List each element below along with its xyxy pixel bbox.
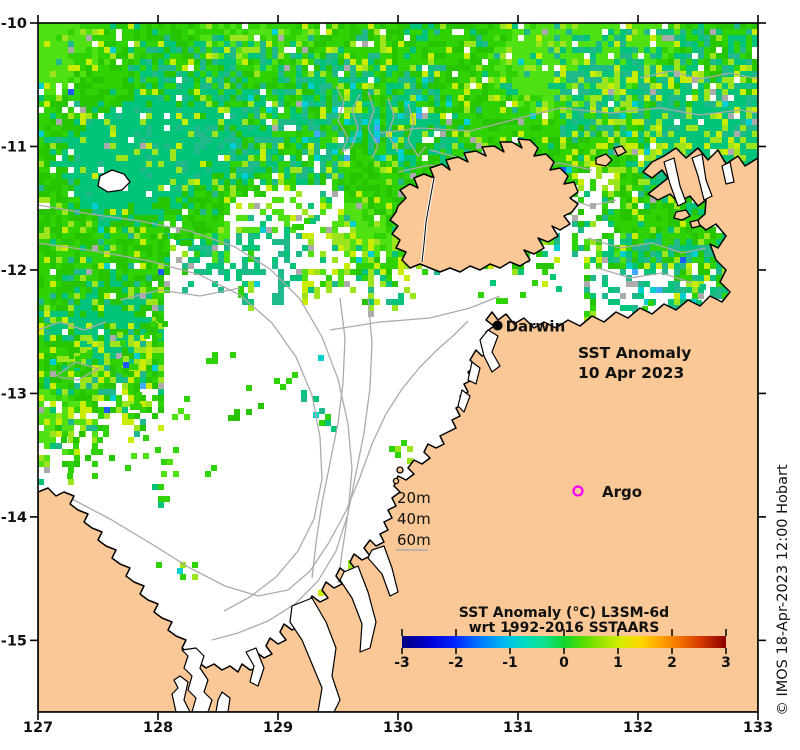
colorbar-tick-label: 1 <box>613 655 623 671</box>
argo-marker <box>572 485 584 497</box>
x-tick-label: 133 <box>743 720 773 736</box>
colorbar-tick-label: -1 <box>502 655 518 671</box>
tiwi-islands <box>389 138 579 273</box>
x-tick-label: 127 <box>23 720 53 736</box>
colorbar-ticks: -3 -2 -1 0 1 2 3 <box>394 629 731 671</box>
colorbar-tick-label: -3 <box>394 655 410 671</box>
y-tick-label: -15 <box>1 633 27 649</box>
colorbar-gradient <box>402 636 726 648</box>
y-tick-label: -13 <box>1 386 27 402</box>
copyright-credit: © IMOS 18-Apr-2023 12:00 Hobart <box>775 464 791 716</box>
y-axis: -10 -11 -12 -13 -14 -15 <box>1 16 766 649</box>
colorbar-tick-label: -2 <box>448 655 464 671</box>
depth-label-20m: 20m <box>397 489 431 507</box>
colorbar-title-line1: SST Anomaly (°C) L3SM-6d <box>459 605 669 621</box>
x-axis: 127 128 129 130 131 132 133 <box>23 15 773 736</box>
depth-label-60m: 60m <box>397 531 431 549</box>
colorbar-tick-label: 2 <box>667 655 677 671</box>
map-title-line1: SST Anomaly <box>578 344 691 362</box>
x-tick-label: 130 <box>383 720 413 736</box>
x-tick-label: 128 <box>143 720 173 736</box>
water-inlets <box>171 153 735 712</box>
darwin-label: Darwin <box>506 318 566 336</box>
y-tick-label: -11 <box>1 139 27 155</box>
y-tick-label: -10 <box>1 16 27 32</box>
darwin-marker <box>492 320 503 331</box>
y-tick-label: -14 <box>1 510 27 526</box>
apsley-strait-outline <box>421 177 435 263</box>
colorbar-tick-label: 3 <box>721 655 731 671</box>
x-tick-label: 131 <box>503 720 533 736</box>
y-tick-label: -12 <box>1 263 27 279</box>
australia-landmass <box>38 147 758 712</box>
depth-label-40m: 40m <box>397 510 431 528</box>
x-tick-label: 129 <box>263 720 293 736</box>
colorbar-title-line2: wrt 1992-2016 SSTAARS <box>469 620 660 636</box>
map-title-line2: 10 Apr 2023 <box>578 364 684 382</box>
x-tick-label: 132 <box>623 720 653 736</box>
colorbar-tick-label: 0 <box>559 655 569 671</box>
argo-label: Argo <box>602 483 642 501</box>
small-islands <box>97 145 701 485</box>
